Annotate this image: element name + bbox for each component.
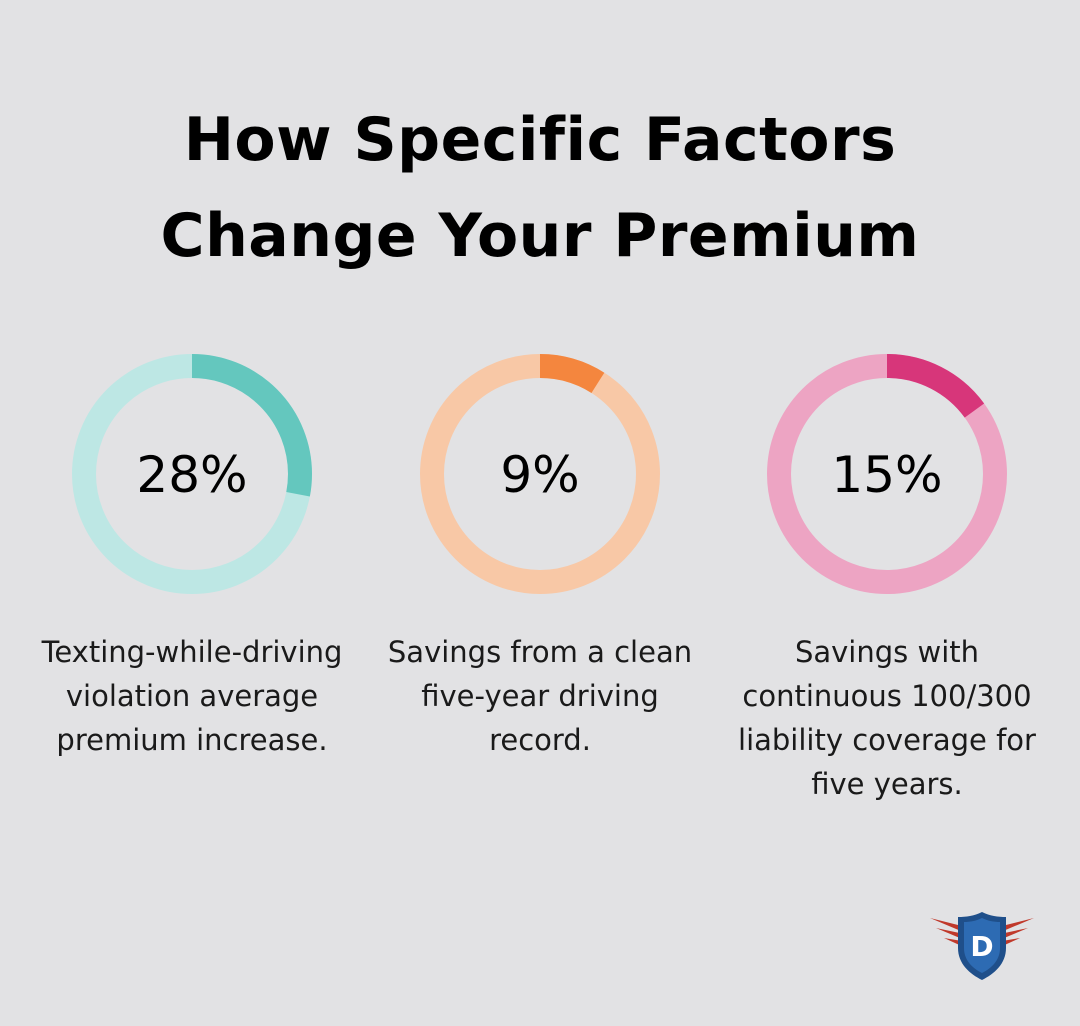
caption-line: five-year driving [421,679,659,713]
logo-letter: D [970,930,993,963]
title-line-2: Change Your Premium [160,201,920,271]
stat-value-2: 9% [500,446,579,504]
page-title: How Specific Factors Change Your Premium [0,92,1080,284]
stat-clean-record: 9% Savings from a clean five-year drivin… [380,352,700,762]
caption-line: violation average [65,679,319,713]
caption-line: Texting-while-driving [41,635,343,669]
stat-texting-violation: 28% Texting-while-driving violation aver… [32,352,352,762]
donut-arc-2 [420,354,660,594]
stat-continuous-coverage: 15% Savings with continuous 100/300 liab… [727,352,1047,806]
stat-value-3: 15% [831,446,942,504]
donut-chart-3: 15% [767,354,1007,594]
donut-arc-3 [767,354,1007,594]
donut-chart-2: 9% [420,354,660,594]
donut-arc-1 [72,354,312,594]
caption-line: Savings with [794,635,980,669]
brand-logo: D [930,912,1034,980]
stat-value-1: 28% [136,446,247,504]
stat-caption-1: Texting-while-driving violation average … [32,630,352,762]
caption-line: five years. [811,767,963,801]
stat-caption-3: Savings with continuous 100/300 liabilit… [727,630,1047,806]
caption-line: Savings from a clean [387,635,693,669]
caption-line: continuous 100/300 [742,679,1032,713]
donut-chart-1: 28% [72,354,312,594]
caption-line: liability coverage for [738,723,1036,757]
caption-line: premium increase. [56,723,328,757]
stat-caption-2: Savings from a clean five-year driving r… [380,630,700,762]
caption-line: record. [489,723,591,757]
title-line-1: How Specific Factors [183,105,897,175]
